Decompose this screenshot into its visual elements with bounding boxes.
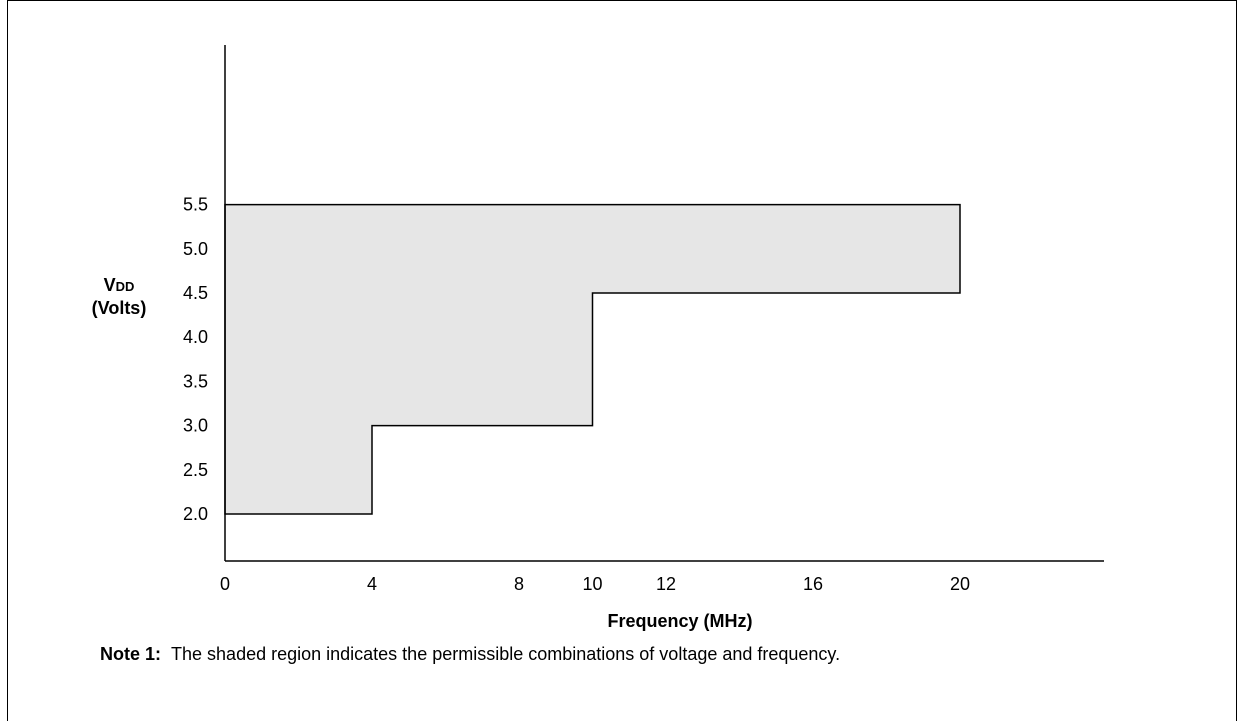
permissible-region bbox=[224, 203, 961, 515]
x-axis-label: Frequency (MHz) bbox=[607, 611, 752, 631]
x-tick-label: 20 bbox=[950, 574, 970, 594]
y-tick-label: 5.5 bbox=[183, 195, 208, 215]
x-tick-label: 10 bbox=[582, 574, 602, 594]
x-tick-label: 0 bbox=[220, 574, 230, 594]
x-tick-label: 12 bbox=[656, 574, 676, 594]
x-tick-label: 4 bbox=[367, 574, 377, 594]
chart: 0 4 8 10 12 16 20 2.0 2.5 3.0 3.5 4.0 4.5 5.0 5.5 VDD… bbox=[92, 45, 1104, 631]
y-tick-label: 5.0 bbox=[183, 239, 208, 259]
figure-frame bbox=[7, 0, 1237, 721]
y-tick-label: 4.0 bbox=[183, 327, 208, 347]
x-tick-label: 8 bbox=[514, 574, 524, 594]
y-tick-label: 4.5 bbox=[183, 283, 208, 303]
y-axis-label: VDD bbox=[104, 275, 135, 295]
y-axis-unit-label: (Volts) bbox=[92, 298, 147, 318]
x-tick-label: 16 bbox=[803, 574, 823, 594]
note-body: The shaded region indicates the permissi… bbox=[171, 644, 841, 664]
note-text: Note 1: The shaded region indicates the … bbox=[100, 644, 840, 665]
y-tick-label: 2.0 bbox=[183, 504, 208, 524]
note-prefix: Note 1: bbox=[100, 644, 162, 664]
y-tick-label: 2.5 bbox=[183, 460, 208, 480]
y-tick-label: 3.0 bbox=[183, 416, 208, 436]
y-tick-label: 3.5 bbox=[183, 371, 208, 391]
